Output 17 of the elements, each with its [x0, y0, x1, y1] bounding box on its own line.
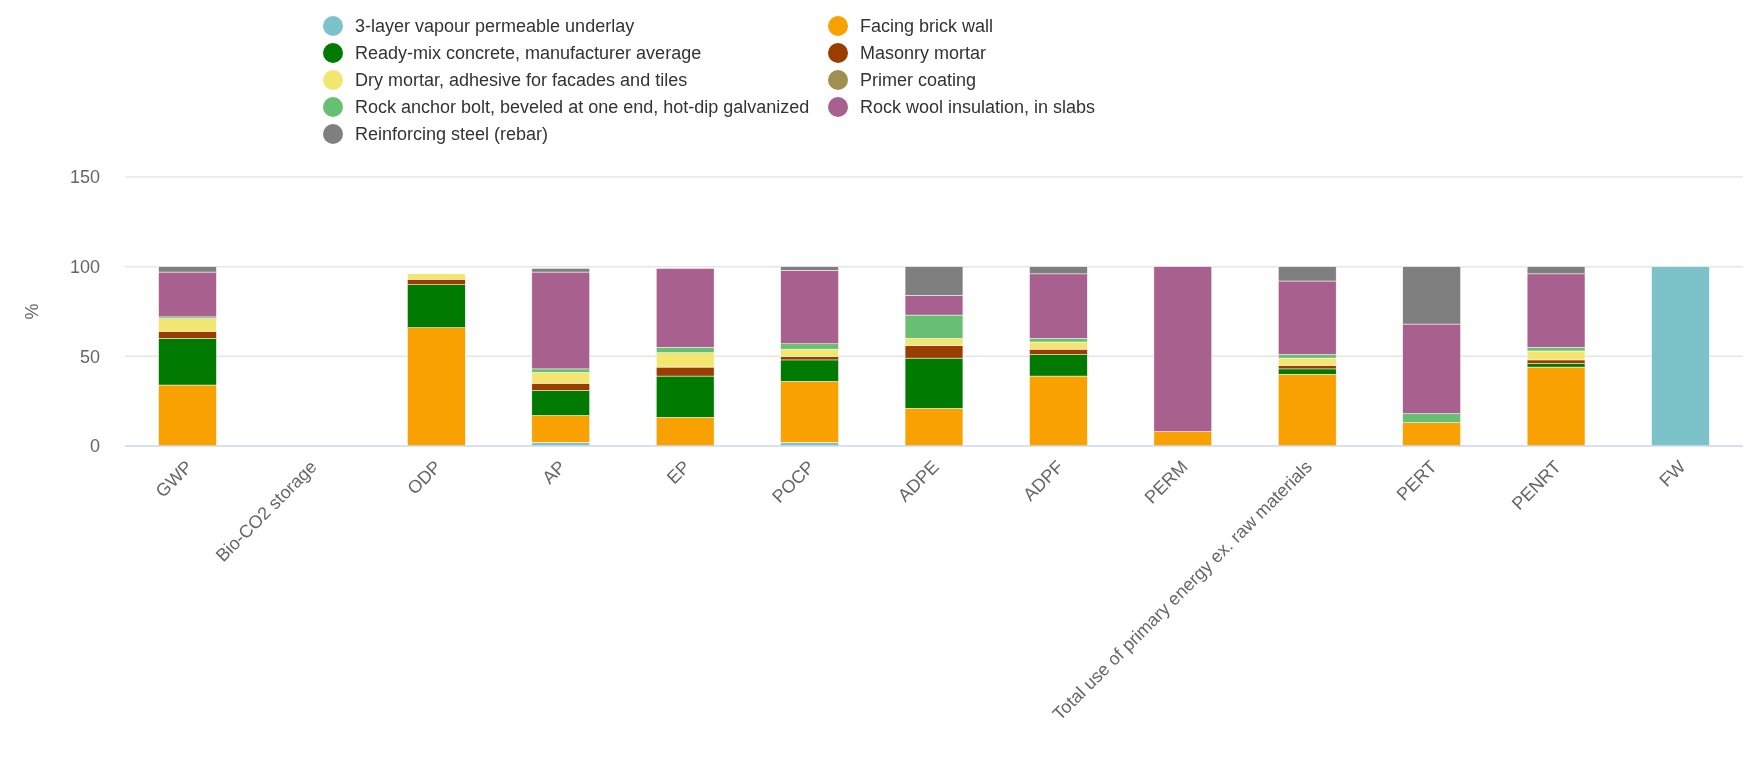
legend-label: Rock anchor bolt, beveled at one end, hot-dip galvanized [355, 97, 810, 117]
legend-label: Facing brick wall [860, 16, 994, 36]
x-tick-label: FW [1655, 456, 1690, 491]
y-tick-label: 100 [69, 256, 100, 277]
legend-label: Rock wool insulation, in slabs [860, 97, 1096, 117]
y-tick-label: 0 [89, 436, 100, 457]
x-tick-label: AP [538, 456, 570, 488]
legend-label: Primer coating [860, 70, 977, 90]
legend-label: Reinforcing steel (rebar) [355, 124, 549, 144]
legend-label: 3-layer vapour permeable underlay [355, 16, 635, 36]
legend-label: Dry mortar, adhesive for facades and tiles [355, 70, 688, 90]
y-axis-title: % [22, 303, 42, 320]
x-tick-label: EP [662, 456, 694, 488]
legend-label: Ready-mix concrete, manufacturer average [355, 43, 702, 63]
y-tick-label: 150 [69, 167, 100, 188]
y-tick-label: 50 [79, 346, 100, 367]
legend-label: Masonry mortar [860, 43, 987, 63]
